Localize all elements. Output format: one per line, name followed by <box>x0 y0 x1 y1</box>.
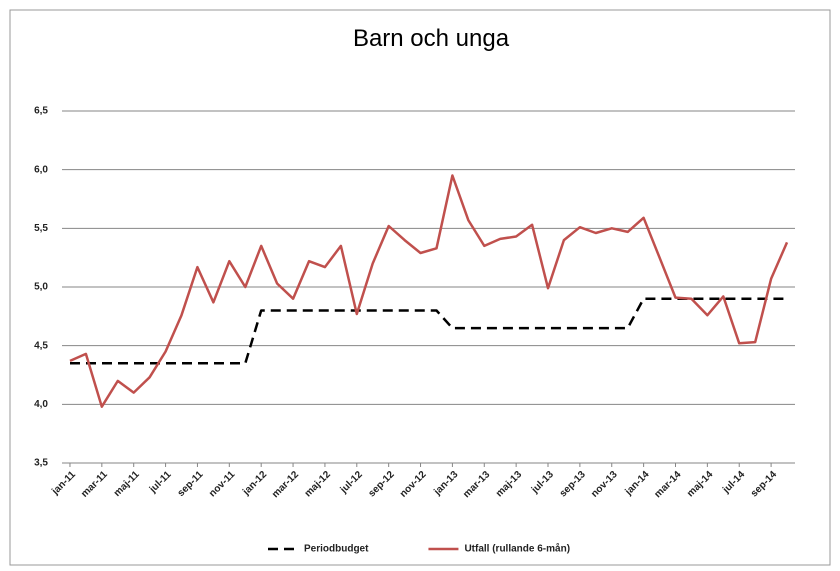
chart-title: Barn och unga <box>353 25 510 52</box>
y-tick-label: 4,5 <box>34 340 48 351</box>
legend-label: Periodbudget <box>304 544 369 555</box>
series-line <box>70 297 787 365</box>
y-tick-label: 5,5 <box>34 223 48 234</box>
y-tick-label: 3,5 <box>34 458 48 469</box>
legend-label: Utfall (rullande 6-mån) <box>464 543 570 555</box>
y-tick-label: 6,5 <box>34 106 48 117</box>
y-tick-label: 4,0 <box>34 399 48 410</box>
y-tick-label: 6,0 <box>34 164 48 175</box>
y-tick-label: 5,0 <box>34 282 48 293</box>
series-line <box>69 174 789 408</box>
